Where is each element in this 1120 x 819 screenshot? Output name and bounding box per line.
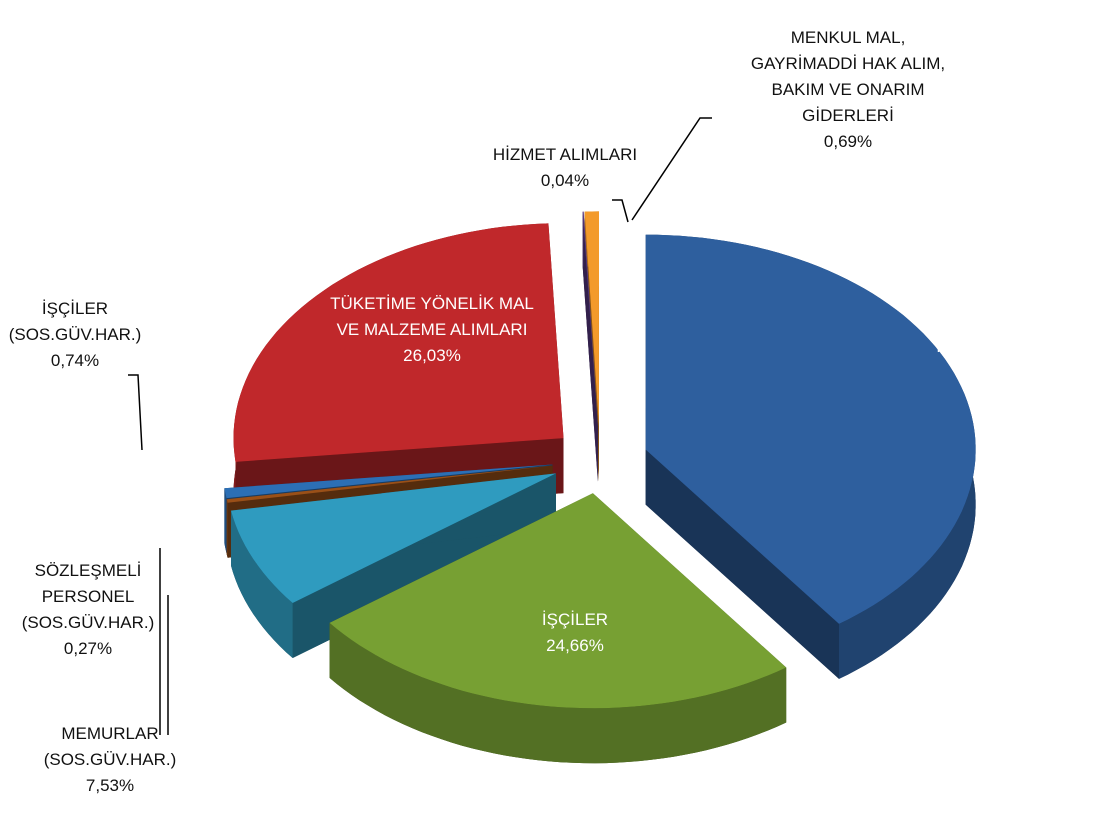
leader-line	[128, 374, 143, 451]
slice-wall	[226, 499, 228, 558]
pie-slice	[329, 493, 787, 709]
value-label: 0,74%	[50, 351, 100, 370]
value-label: 26,03%	[403, 346, 461, 365]
value-label: 0,27%	[63, 639, 113, 658]
slice-wall	[224, 488, 227, 554]
pie-slice	[226, 465, 553, 503]
category-label: MEMURLAR	[936, 337, 1034, 356]
pie-slice	[645, 234, 976, 624]
pie-slice	[231, 473, 556, 603]
leader-line	[631, 117, 712, 221]
category-label: HİZMET ALIMLARI	[492, 145, 638, 164]
slice-label: SÖZLEŞMELİ PERSONEL (SOS.GÜV.HAR.) 0,27%	[0, 558, 178, 662]
slice-label: İŞÇİLER (SOS.GÜV.HAR.) 0,74%	[0, 296, 165, 374]
value-label: 7,53%	[85, 776, 135, 795]
value-label: 24,66%	[546, 636, 604, 655]
category-label: İŞÇİLER (SOS.GÜV.HAR.)	[8, 299, 142, 344]
category-label: SÖZLEŞMELİ PERSONEL (SOS.GÜV.HAR.)	[21, 561, 155, 632]
category-label: TÜKETİME YÖNELİK MAL VE MALZEME ALIMLARI	[330, 294, 534, 339]
slice-side	[645, 449, 839, 679]
slice-wall	[582, 211, 584, 267]
pie-slice	[233, 223, 564, 462]
value-label: 0,69%	[823, 132, 873, 151]
slice-label: HİZMET ALIMLARI 0,04%	[465, 142, 665, 194]
category-label: İŞÇİLER	[541, 610, 609, 629]
slice-label: TÜKETİME YÖNELİK MAL VE MALZEME ALIMLARI…	[317, 291, 547, 369]
slice-label: MEMURLAR 40,04%	[910, 334, 1060, 386]
slice-label: MENKUL MAL, GAYRİMADDİ HAK ALIM, BAKIM V…	[743, 25, 953, 155]
slice-side	[583, 211, 598, 482]
value-label: 0,04%	[540, 171, 590, 190]
slice-wall	[329, 622, 787, 764]
pie-slice	[584, 211, 599, 427]
slice-wall	[231, 510, 293, 658]
category-label: MENKUL MAL, GAYRİMADDİ HAK ALIM, BAKIM V…	[750, 28, 946, 125]
leader-line	[612, 199, 629, 223]
pie-slice	[224, 464, 553, 499]
slice-label: İŞÇİLER 24,66%	[500, 607, 650, 659]
slice-label: MEMURLAR (SOS.GÜV.HAR.) 7,53%	[20, 721, 200, 799]
category-label: MEMURLAR (SOS.GÜV.HAR.)	[43, 724, 177, 769]
value-label: 40,04%	[956, 363, 1014, 382]
pie-slice	[582, 211, 598, 427]
